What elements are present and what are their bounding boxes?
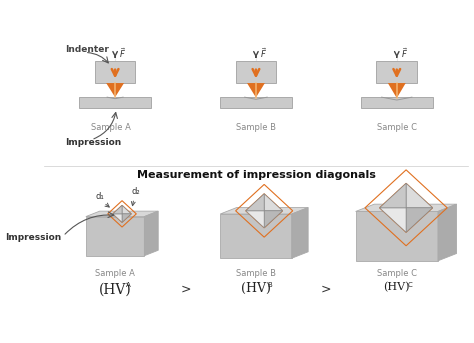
Polygon shape — [247, 83, 265, 97]
Polygon shape — [292, 208, 308, 258]
Text: d₁: d₁ — [96, 192, 105, 201]
Text: $\vec{F}$: $\vec{F}$ — [401, 46, 408, 60]
Polygon shape — [106, 83, 124, 97]
Text: (HV): (HV) — [99, 282, 131, 296]
Polygon shape — [79, 97, 151, 108]
Text: Sample C: Sample C — [377, 269, 417, 278]
Text: Indenter: Indenter — [65, 45, 109, 54]
Polygon shape — [406, 183, 433, 208]
Text: B: B — [267, 282, 272, 287]
Polygon shape — [264, 211, 283, 228]
Text: >: > — [321, 282, 332, 295]
Polygon shape — [388, 83, 406, 98]
Text: d₂: d₂ — [132, 187, 140, 196]
Text: Impression: Impression — [5, 233, 61, 243]
Polygon shape — [113, 205, 122, 214]
Polygon shape — [246, 211, 264, 228]
Text: Sample B: Sample B — [236, 123, 276, 132]
Polygon shape — [236, 61, 276, 83]
Text: Sample B: Sample B — [236, 269, 276, 278]
Text: Sample A: Sample A — [91, 123, 131, 132]
Polygon shape — [220, 214, 292, 258]
Polygon shape — [246, 194, 264, 211]
Polygon shape — [356, 212, 438, 261]
Polygon shape — [438, 204, 456, 261]
Polygon shape — [145, 211, 158, 256]
Polygon shape — [86, 211, 158, 216]
Text: Measurement of impression diagonals: Measurement of impression diagonals — [137, 170, 375, 180]
Polygon shape — [356, 204, 456, 212]
Polygon shape — [376, 61, 417, 83]
Text: A: A — [127, 282, 131, 287]
Polygon shape — [380, 208, 406, 232]
Polygon shape — [122, 214, 131, 222]
Text: (HV): (HV) — [383, 282, 410, 293]
Polygon shape — [95, 61, 136, 83]
Text: (HV): (HV) — [241, 282, 271, 295]
Text: C: C — [408, 282, 413, 287]
Polygon shape — [264, 194, 283, 211]
Text: $\vec{F}$: $\vec{F}$ — [260, 46, 267, 60]
Polygon shape — [122, 205, 131, 214]
Text: $\vec{F}$: $\vec{F}$ — [119, 46, 126, 60]
Polygon shape — [220, 97, 292, 108]
Polygon shape — [380, 183, 406, 208]
Polygon shape — [86, 216, 145, 256]
Text: >: > — [180, 282, 191, 295]
Polygon shape — [361, 97, 433, 108]
Polygon shape — [406, 208, 433, 232]
Polygon shape — [113, 214, 122, 222]
Polygon shape — [220, 208, 308, 214]
Text: Sample A: Sample A — [95, 269, 135, 278]
Text: Impression: Impression — [65, 138, 121, 147]
Text: Sample C: Sample C — [377, 123, 417, 132]
